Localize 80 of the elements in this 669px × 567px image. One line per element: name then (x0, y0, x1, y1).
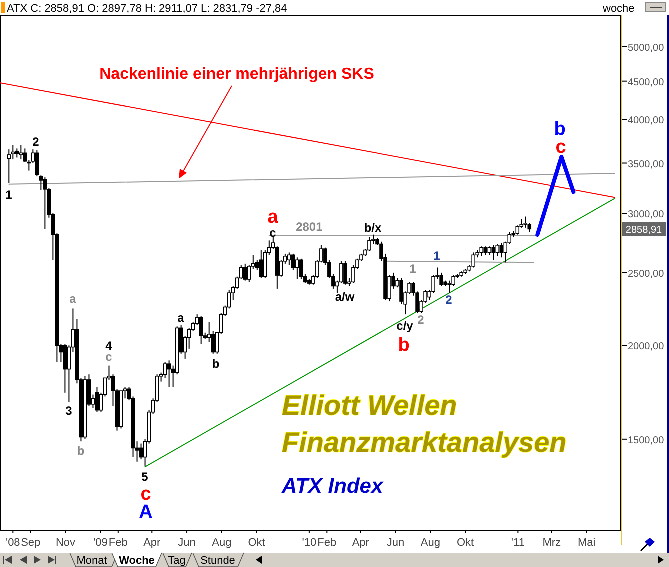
candlestick (496, 244, 500, 257)
candlestick (35, 150, 40, 178)
text: woche (602, 3, 635, 15)
y-tick-label: 3000,00 (628, 210, 665, 220)
y-tick-label: 4500,00 (628, 77, 665, 88)
candlestick (167, 360, 172, 388)
annotation: 5 (142, 470, 149, 484)
x-tick-label: Okt (248, 537, 266, 549)
x-tick-label: Feb (108, 537, 128, 549)
annotation: 1 (434, 249, 441, 264)
x-tick-label: Aug (420, 537, 440, 549)
annotation: b (77, 444, 85, 458)
candlestick (15, 148, 20, 158)
candlestick (199, 316, 204, 345)
candlestick (19, 144, 24, 160)
candlestick (300, 258, 304, 280)
annotation: 2 (446, 293, 453, 308)
x-tick-label: '10 (302, 537, 317, 549)
annotation: 2 (32, 135, 40, 150)
annotation: 1 (6, 188, 13, 202)
annotation: Elliott Wellen (282, 390, 458, 421)
x-tick-label: '08 (6, 537, 20, 549)
chart-title: ATX C: 2858,91 O: 2897,78 H: 2911,07 L: 2831,79 -27,84 (7, 3, 288, 15)
candlestick (344, 260, 348, 286)
annotation: ATX Index (281, 475, 384, 498)
annotation: c (270, 226, 277, 240)
x-tick-label: Apr (144, 537, 162, 549)
candlestick (95, 386, 100, 413)
candlestick (480, 246, 484, 257)
x-tick-label: Sep (21, 537, 41, 549)
annotation: b (398, 335, 410, 356)
candlestick (259, 250, 264, 279)
annotation: a (70, 292, 77, 306)
x-tick-label: '11 (511, 537, 525, 549)
annotation: 2 (418, 313, 425, 328)
candlestick (7, 149, 12, 184)
x-tick-label: '09 (93, 537, 108, 549)
candlestick (163, 362, 168, 379)
candlestick (288, 252, 292, 266)
x-tick-label: Okt (457, 537, 474, 549)
candlestick (492, 244, 496, 261)
text: Woche (119, 555, 155, 567)
candlestick (472, 252, 476, 268)
candlestick (139, 443, 144, 460)
text: Tag (168, 555, 186, 567)
y-tick-label: 5000,00 (628, 43, 665, 54)
x-tick-label: Mai (578, 537, 596, 549)
y-tick-label: 1500,00 (628, 435, 665, 446)
candlestick (11, 144, 16, 160)
y-tick-label: 2500,00 (628, 268, 665, 280)
y-tick-label: 3500,00 (628, 159, 665, 170)
annotation: b/x (364, 221, 382, 236)
x-tick-label: Jun (178, 537, 196, 549)
x-tick-label: Nov (56, 537, 76, 549)
text: Monat (76, 555, 108, 567)
candlestick (296, 257, 300, 280)
candlestick (448, 280, 452, 294)
x-tick-label: Mrz (542, 537, 562, 549)
y-tick-label: 4000,00 (628, 116, 665, 127)
annotation: a (178, 311, 185, 326)
annotation: b (212, 357, 220, 372)
x-tick-label: Feb (318, 537, 337, 549)
y-tick-label: 2000,00 (628, 342, 665, 353)
annotation: 2801 (296, 220, 324, 234)
candlestick (500, 242, 504, 258)
annotation: Finanzmarktanalysen (282, 427, 567, 458)
annotation: a (268, 207, 279, 228)
annotation: c/y (396, 319, 414, 334)
annotation: 1 (410, 262, 417, 276)
text: Stunde (200, 555, 236, 567)
candlestick (243, 263, 248, 282)
candlestick (524, 216, 528, 228)
annotation: Nackenlinie einer mehrjährigen SKS (100, 66, 375, 83)
candlestick (43, 177, 48, 230)
annotation: 3 (66, 404, 73, 418)
x-tick-label: Apr (352, 537, 370, 549)
x-tick-label: Aug (212, 537, 232, 549)
annotation: a/w (335, 290, 356, 304)
text: 2858,91 (626, 225, 663, 236)
x-tick-label: Jun (386, 537, 405, 549)
